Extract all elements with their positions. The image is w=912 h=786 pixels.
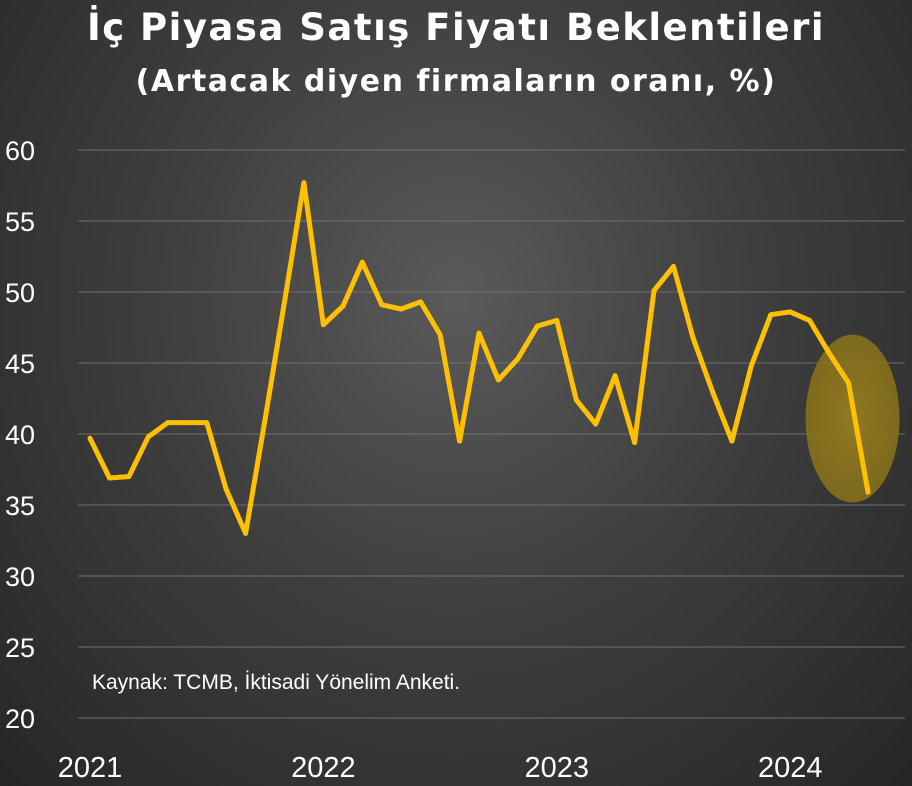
x-tick-label: 2023 <box>525 752 590 784</box>
data-point <box>87 435 93 441</box>
data-point <box>632 440 637 445</box>
y-tick-label: 50 <box>5 278 35 308</box>
data-point <box>243 531 249 536</box>
data-point <box>476 330 482 336</box>
y-tick-label: 55 <box>5 207 35 237</box>
data-point <box>651 288 657 293</box>
data-point <box>496 377 501 383</box>
y-tick-label: 20 <box>5 704 35 734</box>
x-tick-label: 2021 <box>58 752 123 784</box>
data-point <box>846 380 851 386</box>
data-point <box>262 417 268 423</box>
chart-title: İç Piyasa Satış Fiyatı Beklentileri <box>86 6 826 49</box>
data-point <box>573 397 579 403</box>
y-tick-label: 60 <box>5 136 35 166</box>
data-points <box>87 180 871 536</box>
data-point <box>321 322 326 328</box>
data-point <box>768 312 774 318</box>
data-point <box>340 303 346 309</box>
y-tick-label: 30 <box>5 562 35 592</box>
data-point <box>457 438 462 444</box>
data-point <box>787 309 793 315</box>
data-point <box>826 350 832 356</box>
data-point <box>418 299 424 305</box>
data-point <box>865 489 871 495</box>
data-point <box>690 335 696 340</box>
data-point <box>593 421 599 427</box>
gridlines <box>78 149 905 719</box>
data-point <box>301 180 307 186</box>
data-point <box>282 299 287 305</box>
data-point <box>204 420 210 426</box>
data-point <box>671 264 676 269</box>
data-point <box>359 259 365 265</box>
data-point <box>126 474 132 479</box>
data-point <box>710 389 715 394</box>
data-point <box>165 420 171 426</box>
x-axis-ticks: 2021 2022 2023 2024 <box>58 752 823 784</box>
y-axis-ticks: 60 55 50 45 40 35 30 25 20 <box>5 136 35 734</box>
data-point <box>612 373 618 379</box>
data-point <box>379 302 385 308</box>
data-point <box>145 434 151 440</box>
y-tick-label: 45 <box>5 349 35 379</box>
data-point <box>437 332 443 337</box>
chart-subtitle: (Artacak diyen firmaların oranı, %) <box>135 64 777 99</box>
data-point <box>184 420 190 426</box>
data-point <box>398 306 404 312</box>
series-line <box>87 180 871 536</box>
x-tick-label: 2022 <box>291 752 356 784</box>
data-point <box>554 318 560 323</box>
y-tick-label: 35 <box>5 491 35 521</box>
y-tick-label: 25 <box>5 633 35 663</box>
y-tick-label: 40 <box>5 420 35 450</box>
data-point <box>534 323 540 329</box>
source-note: Kaynak: TCMB, İktisadi Yönelim Anketi. <box>92 671 461 694</box>
data-point <box>107 475 112 481</box>
data-point <box>515 356 521 362</box>
data-point <box>748 363 754 369</box>
data-point <box>729 438 735 444</box>
data-point <box>807 318 813 323</box>
data-point <box>223 486 229 492</box>
x-tick-label: 2024 <box>758 752 823 784</box>
